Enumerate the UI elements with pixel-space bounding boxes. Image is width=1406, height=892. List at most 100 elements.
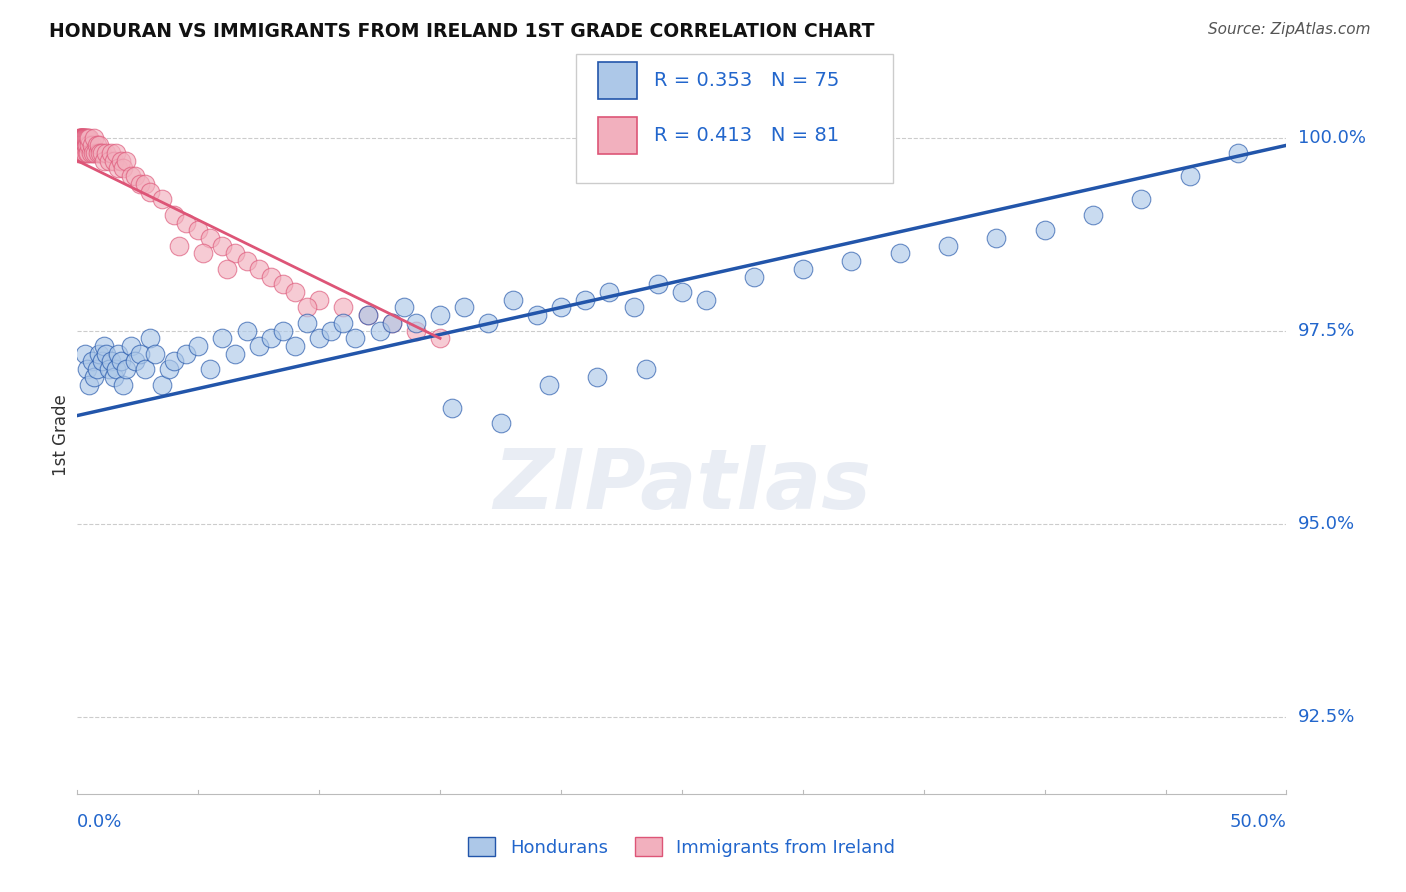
Point [695, 293, 717, 307]
Point [1227, 146, 1250, 161]
Point [79, 377, 101, 392]
Point [93, 339, 115, 353]
Point [69, 130, 91, 145]
Point [112, 377, 135, 392]
Point [260, 269, 283, 284]
Point [103, 153, 125, 168]
Point [134, 177, 156, 191]
Point [75, 130, 97, 145]
Point [986, 231, 1008, 245]
Point [537, 377, 560, 392]
Point [217, 261, 239, 276]
Point [163, 354, 186, 368]
Point [120, 339, 142, 353]
Point [77, 146, 100, 161]
Point [368, 324, 391, 338]
Point [120, 169, 142, 184]
Point [634, 362, 657, 376]
Point [86, 362, 108, 376]
Point [67, 130, 90, 145]
Point [247, 261, 270, 276]
Point [381, 316, 404, 330]
Point [100, 354, 122, 368]
Point [235, 254, 257, 268]
Point [67, 146, 90, 161]
Point [647, 277, 669, 292]
Point [77, 130, 100, 145]
Point [73, 130, 96, 145]
Point [107, 347, 129, 361]
Point [163, 208, 186, 222]
Point [73, 146, 96, 161]
Point [80, 354, 103, 368]
Point [308, 331, 330, 345]
Text: ZIPatlas: ZIPatlas [494, 444, 870, 525]
Point [200, 231, 222, 245]
Legend: Hondurans, Immigrants from Ireland: Hondurans, Immigrants from Ireland [461, 830, 903, 863]
Point [586, 370, 609, 384]
Point [839, 254, 862, 268]
Point [623, 301, 645, 315]
Point [87, 138, 110, 153]
Point [72, 130, 94, 145]
Point [936, 238, 959, 252]
Text: 0.0%: 0.0% [77, 814, 122, 831]
Point [73, 130, 96, 145]
Point [75, 130, 97, 145]
Point [405, 316, 427, 330]
Point [110, 354, 132, 368]
Point [224, 347, 246, 361]
Point [526, 308, 548, 322]
Point [76, 138, 98, 153]
Point [114, 153, 136, 168]
Point [69, 130, 91, 145]
Point [224, 246, 246, 260]
Point [271, 277, 294, 292]
Point [124, 354, 146, 368]
Point [260, 331, 283, 345]
Point [107, 161, 129, 176]
Point [405, 324, 427, 338]
Point [550, 301, 572, 315]
Point [1178, 169, 1201, 184]
Point [441, 401, 464, 415]
Point [89, 146, 111, 161]
Point [889, 246, 911, 260]
Text: 92.5%: 92.5% [1298, 707, 1355, 726]
Point [129, 347, 152, 361]
Point [308, 293, 330, 307]
Point [744, 269, 766, 284]
Point [1081, 208, 1104, 222]
Point [295, 301, 318, 315]
Point [356, 308, 378, 322]
Point [187, 339, 209, 353]
Point [574, 293, 596, 307]
Point [75, 138, 97, 153]
Point [139, 185, 162, 199]
Point [86, 138, 108, 153]
Point [356, 308, 378, 322]
Point [381, 316, 404, 330]
Point [90, 146, 112, 161]
Point [477, 316, 499, 330]
Point [76, 362, 98, 376]
Point [284, 339, 307, 353]
Point [72, 138, 94, 153]
Point [93, 153, 115, 168]
Point [150, 192, 173, 206]
Point [76, 146, 98, 161]
Point [129, 177, 152, 191]
Point [211, 331, 233, 345]
Point [72, 146, 94, 161]
Point [87, 347, 110, 361]
Point [105, 362, 128, 376]
Point [70, 130, 93, 145]
Point [84, 146, 107, 161]
Point [134, 362, 156, 376]
Point [502, 293, 524, 307]
Point [69, 138, 91, 153]
Point [167, 238, 190, 252]
Point [489, 417, 512, 431]
Text: R = 0.353   N = 75: R = 0.353 N = 75 [654, 70, 839, 90]
Point [105, 146, 128, 161]
